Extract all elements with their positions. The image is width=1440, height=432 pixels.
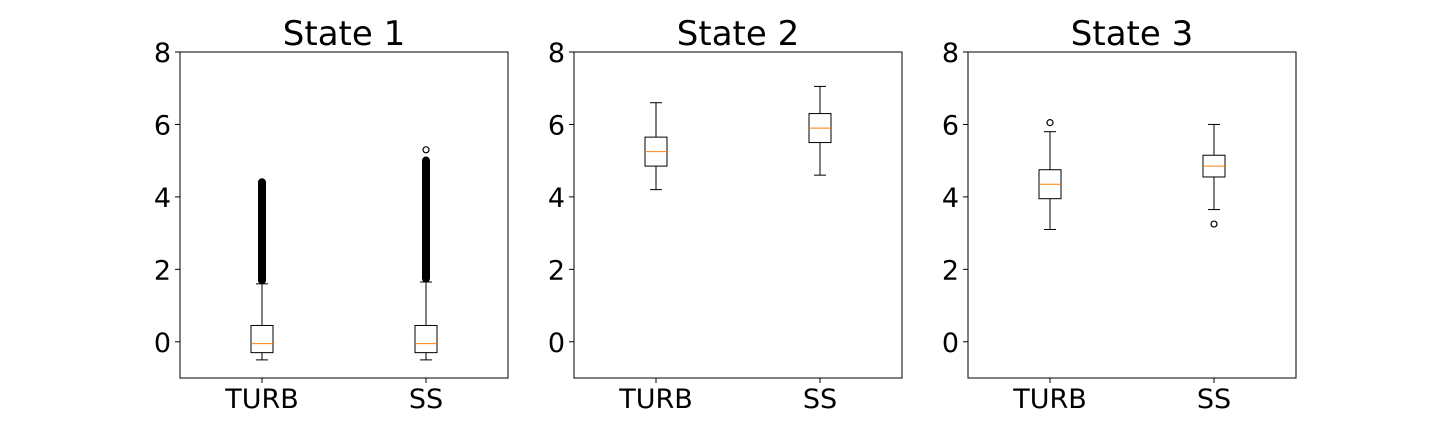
dense-outliers xyxy=(422,156,430,283)
box-ss xyxy=(414,146,438,361)
outlier-point xyxy=(1046,119,1054,127)
y-tick-label: 4 xyxy=(154,183,171,214)
iqr-box xyxy=(414,324,438,354)
y-tick-label: 0 xyxy=(154,328,171,359)
panel-title: State 2 xyxy=(677,14,799,54)
y-tick-label: 8 xyxy=(548,38,565,69)
plot-frame xyxy=(179,51,509,379)
outlier-point xyxy=(422,146,430,154)
x-tick-label: SS xyxy=(1197,384,1231,415)
panel-3: State 3 0 2 4 6 8 TURB SS xyxy=(942,14,1297,415)
iqr-box xyxy=(250,324,274,354)
x-tick-label: TURB xyxy=(618,384,693,415)
x-tick-label: SS xyxy=(409,384,443,415)
x-tick-label: TURB xyxy=(1012,384,1087,415)
box-turb xyxy=(250,178,274,361)
y-tick-label: 6 xyxy=(942,110,959,141)
panel-title: State 1 xyxy=(283,14,405,54)
panel-2: State 2 0 2 4 6 8 TURB SS xyxy=(548,14,903,415)
box-ss xyxy=(808,85,832,176)
plot-frame xyxy=(573,51,903,379)
y-tick-label: 6 xyxy=(154,110,171,141)
y-tick-label: 2 xyxy=(548,255,565,286)
box-turb xyxy=(644,102,668,191)
y-tick-label: 0 xyxy=(548,328,565,359)
x-tick-label: TURB xyxy=(224,384,299,415)
plot-frame xyxy=(967,51,1297,379)
y-tick-label: 8 xyxy=(942,38,959,69)
box-ss xyxy=(1202,123,1226,228)
y-tick-label: 8 xyxy=(154,38,171,69)
y-tick-label: 2 xyxy=(942,255,959,286)
panel-title: State 3 xyxy=(1071,14,1193,54)
outlier-point xyxy=(1210,220,1218,228)
y-tick-label: 4 xyxy=(548,183,565,214)
x-tick-label: SS xyxy=(803,384,837,415)
y-tick-label: 4 xyxy=(942,183,959,214)
y-tick-label: 0 xyxy=(942,328,959,359)
panel-1: State 1 0 2 4 6 8 TURB SS xyxy=(154,14,509,415)
y-tick-label: 2 xyxy=(154,255,171,286)
box-turb xyxy=(1038,119,1062,230)
dense-outliers xyxy=(258,178,266,285)
y-tick-label: 6 xyxy=(548,110,565,141)
